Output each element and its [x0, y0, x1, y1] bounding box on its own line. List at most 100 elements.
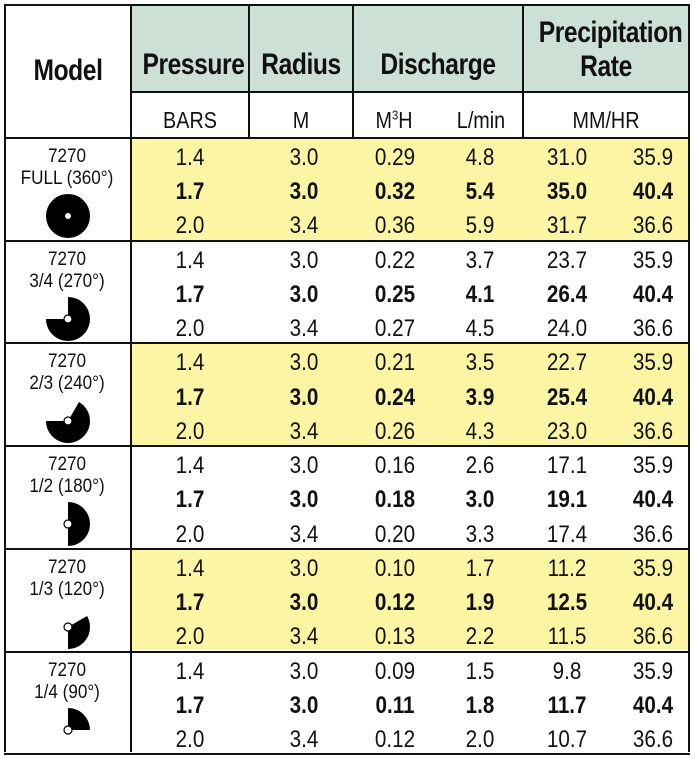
cell-m3h: 0.25	[374, 280, 416, 308]
cell-pressure: 1.7	[175, 178, 205, 206]
header-row	[132, 6, 688, 92]
discharge-header: Discharge	[380, 48, 496, 81]
rule-top	[4, 4, 690, 6]
rule-group	[4, 650, 690, 653]
cell-m3h: 0.21	[374, 349, 416, 377]
quarter-arc-icon	[63, 707, 90, 735]
cell-radius: 3.0	[289, 280, 319, 308]
cell-precip-b: 36.6	[632, 417, 674, 445]
cell-radius: 3.0	[289, 589, 319, 617]
cell-lmin: 1.8	[465, 691, 495, 719]
cell-lmin: 2.2	[465, 623, 495, 651]
cell-precip-a: 12.5	[546, 589, 588, 617]
cell-m3h: 0.26	[374, 417, 416, 445]
cell-pressure: 1.4	[175, 554, 205, 582]
cell-precip-b: 40.4	[632, 178, 674, 206]
cell-precip-b: 40.4	[632, 589, 674, 617]
cell-radius: 3.0	[289, 383, 319, 411]
cell-pressure: 1.7	[175, 486, 205, 514]
cell-precip-a: 22.7	[546, 349, 588, 377]
cell-m3h: 0.36	[374, 212, 416, 240]
cell-radius: 3.4	[289, 417, 319, 445]
cell-precip-b: 35.9	[632, 349, 674, 377]
cell-pressure: 2.0	[175, 315, 205, 343]
cell-radius: 3.0	[289, 246, 319, 274]
cell-lmin: 4.8	[465, 144, 495, 171]
cell-precip-a: 11.5	[547, 623, 587, 651]
cell-lmin: 3.5	[465, 349, 495, 377]
radius-header: Radius	[261, 48, 341, 81]
cell-pressure: 1.4	[175, 657, 205, 685]
model-arc: FULL (360°)	[20, 168, 114, 189]
precip-header-line1: Precipitation	[538, 16, 683, 49]
radius-header-cell: Radius	[250, 6, 352, 92]
model-number: 7270	[47, 351, 87, 373]
cell-m3h: 0.16	[374, 452, 416, 480]
pressure-header-cell: Pressure	[132, 6, 248, 92]
full-circle-icon	[46, 194, 90, 238]
model-header: Model	[33, 54, 103, 87]
one-third-arc-icon	[63, 615, 91, 649]
cell-radius: 3.0	[289, 691, 319, 719]
model-number: 7270	[47, 146, 87, 167]
cell-m3h: 0.18	[374, 486, 416, 514]
cell-lmin: 5.9	[465, 212, 495, 240]
cell-pressure: 2.0	[175, 623, 205, 651]
cell-precip-b: 40.4	[632, 691, 674, 719]
rule-pressure	[248, 4, 250, 138]
cell-lmin: 2.0	[465, 725, 495, 753]
rule-radius	[352, 4, 354, 138]
cell-precip-b: 35.9	[632, 452, 674, 480]
cell-precip-a: 9.8	[552, 657, 582, 685]
cell-precip-b: 35.9	[632, 144, 674, 171]
cell-pressure: 1.7	[175, 691, 205, 719]
cell-pressure: 2.0	[175, 212, 205, 240]
half-arc-icon	[63, 502, 90, 547]
unit-m3h: M3H	[375, 107, 413, 133]
cell-lmin: 4.3	[465, 417, 495, 445]
cell-m3h: 0.27	[374, 315, 416, 343]
cell-precip-a: 26.4	[546, 280, 588, 308]
rule-group	[4, 753, 690, 756]
cell-radius: 3.0	[289, 178, 319, 206]
cell-m3h: 0.32	[374, 178, 416, 206]
cell-pressure: 1.4	[175, 349, 205, 377]
cell-pressure: 2.0	[175, 725, 205, 753]
cell-radius: 3.0	[289, 657, 319, 685]
cell-lmin: 3.3	[465, 520, 495, 548]
cell-precip-a: 23.0	[546, 417, 588, 445]
cell-m3h: 0.13	[374, 623, 416, 651]
cell-lmin: 2.6	[465, 452, 495, 480]
cell-radius: 3.4	[289, 520, 319, 548]
cell-precip-a: 24.0	[546, 315, 588, 343]
cell-lmin: 1.9	[465, 589, 495, 617]
cell-precip-b: 35.9	[632, 554, 674, 582]
cell-lmin: 3.0	[465, 486, 495, 514]
model-arc: 3/4 (270°)	[29, 270, 105, 292]
cell-precip-b: 40.4	[632, 486, 674, 514]
cell-radius: 3.0	[289, 452, 319, 480]
cell-precip-a: 10.7	[546, 725, 588, 753]
cell-radius: 3.4	[289, 315, 319, 343]
cell-pressure: 2.0	[175, 520, 205, 548]
rule-discharge	[522, 4, 524, 138]
cell-m3h: 0.12	[374, 589, 416, 617]
rule-model	[130, 4, 132, 752]
cell-m3h: 0.11	[375, 691, 415, 719]
cell-precip-a: 11.7	[547, 691, 587, 719]
pressure-header: Pressure	[142, 48, 245, 81]
rule-units	[4, 137, 690, 139]
cell-pressure: 1.4	[175, 246, 205, 274]
cell-pressure: 1.7	[175, 589, 205, 617]
cell-pressure: 2.0	[175, 417, 205, 445]
cell-precip-b: 36.6	[632, 520, 674, 548]
cell-radius: 3.0	[289, 144, 319, 171]
cell-lmin: 3.9	[465, 383, 495, 411]
cell-lmin: 4.1	[465, 280, 495, 308]
unit-lmin: L/min	[456, 107, 506, 133]
model-number: 7270	[47, 556, 87, 578]
cell-m3h: 0.09	[374, 657, 416, 685]
model-number: 7270	[47, 454, 87, 476]
cell-precip-b: 36.6	[632, 725, 674, 753]
